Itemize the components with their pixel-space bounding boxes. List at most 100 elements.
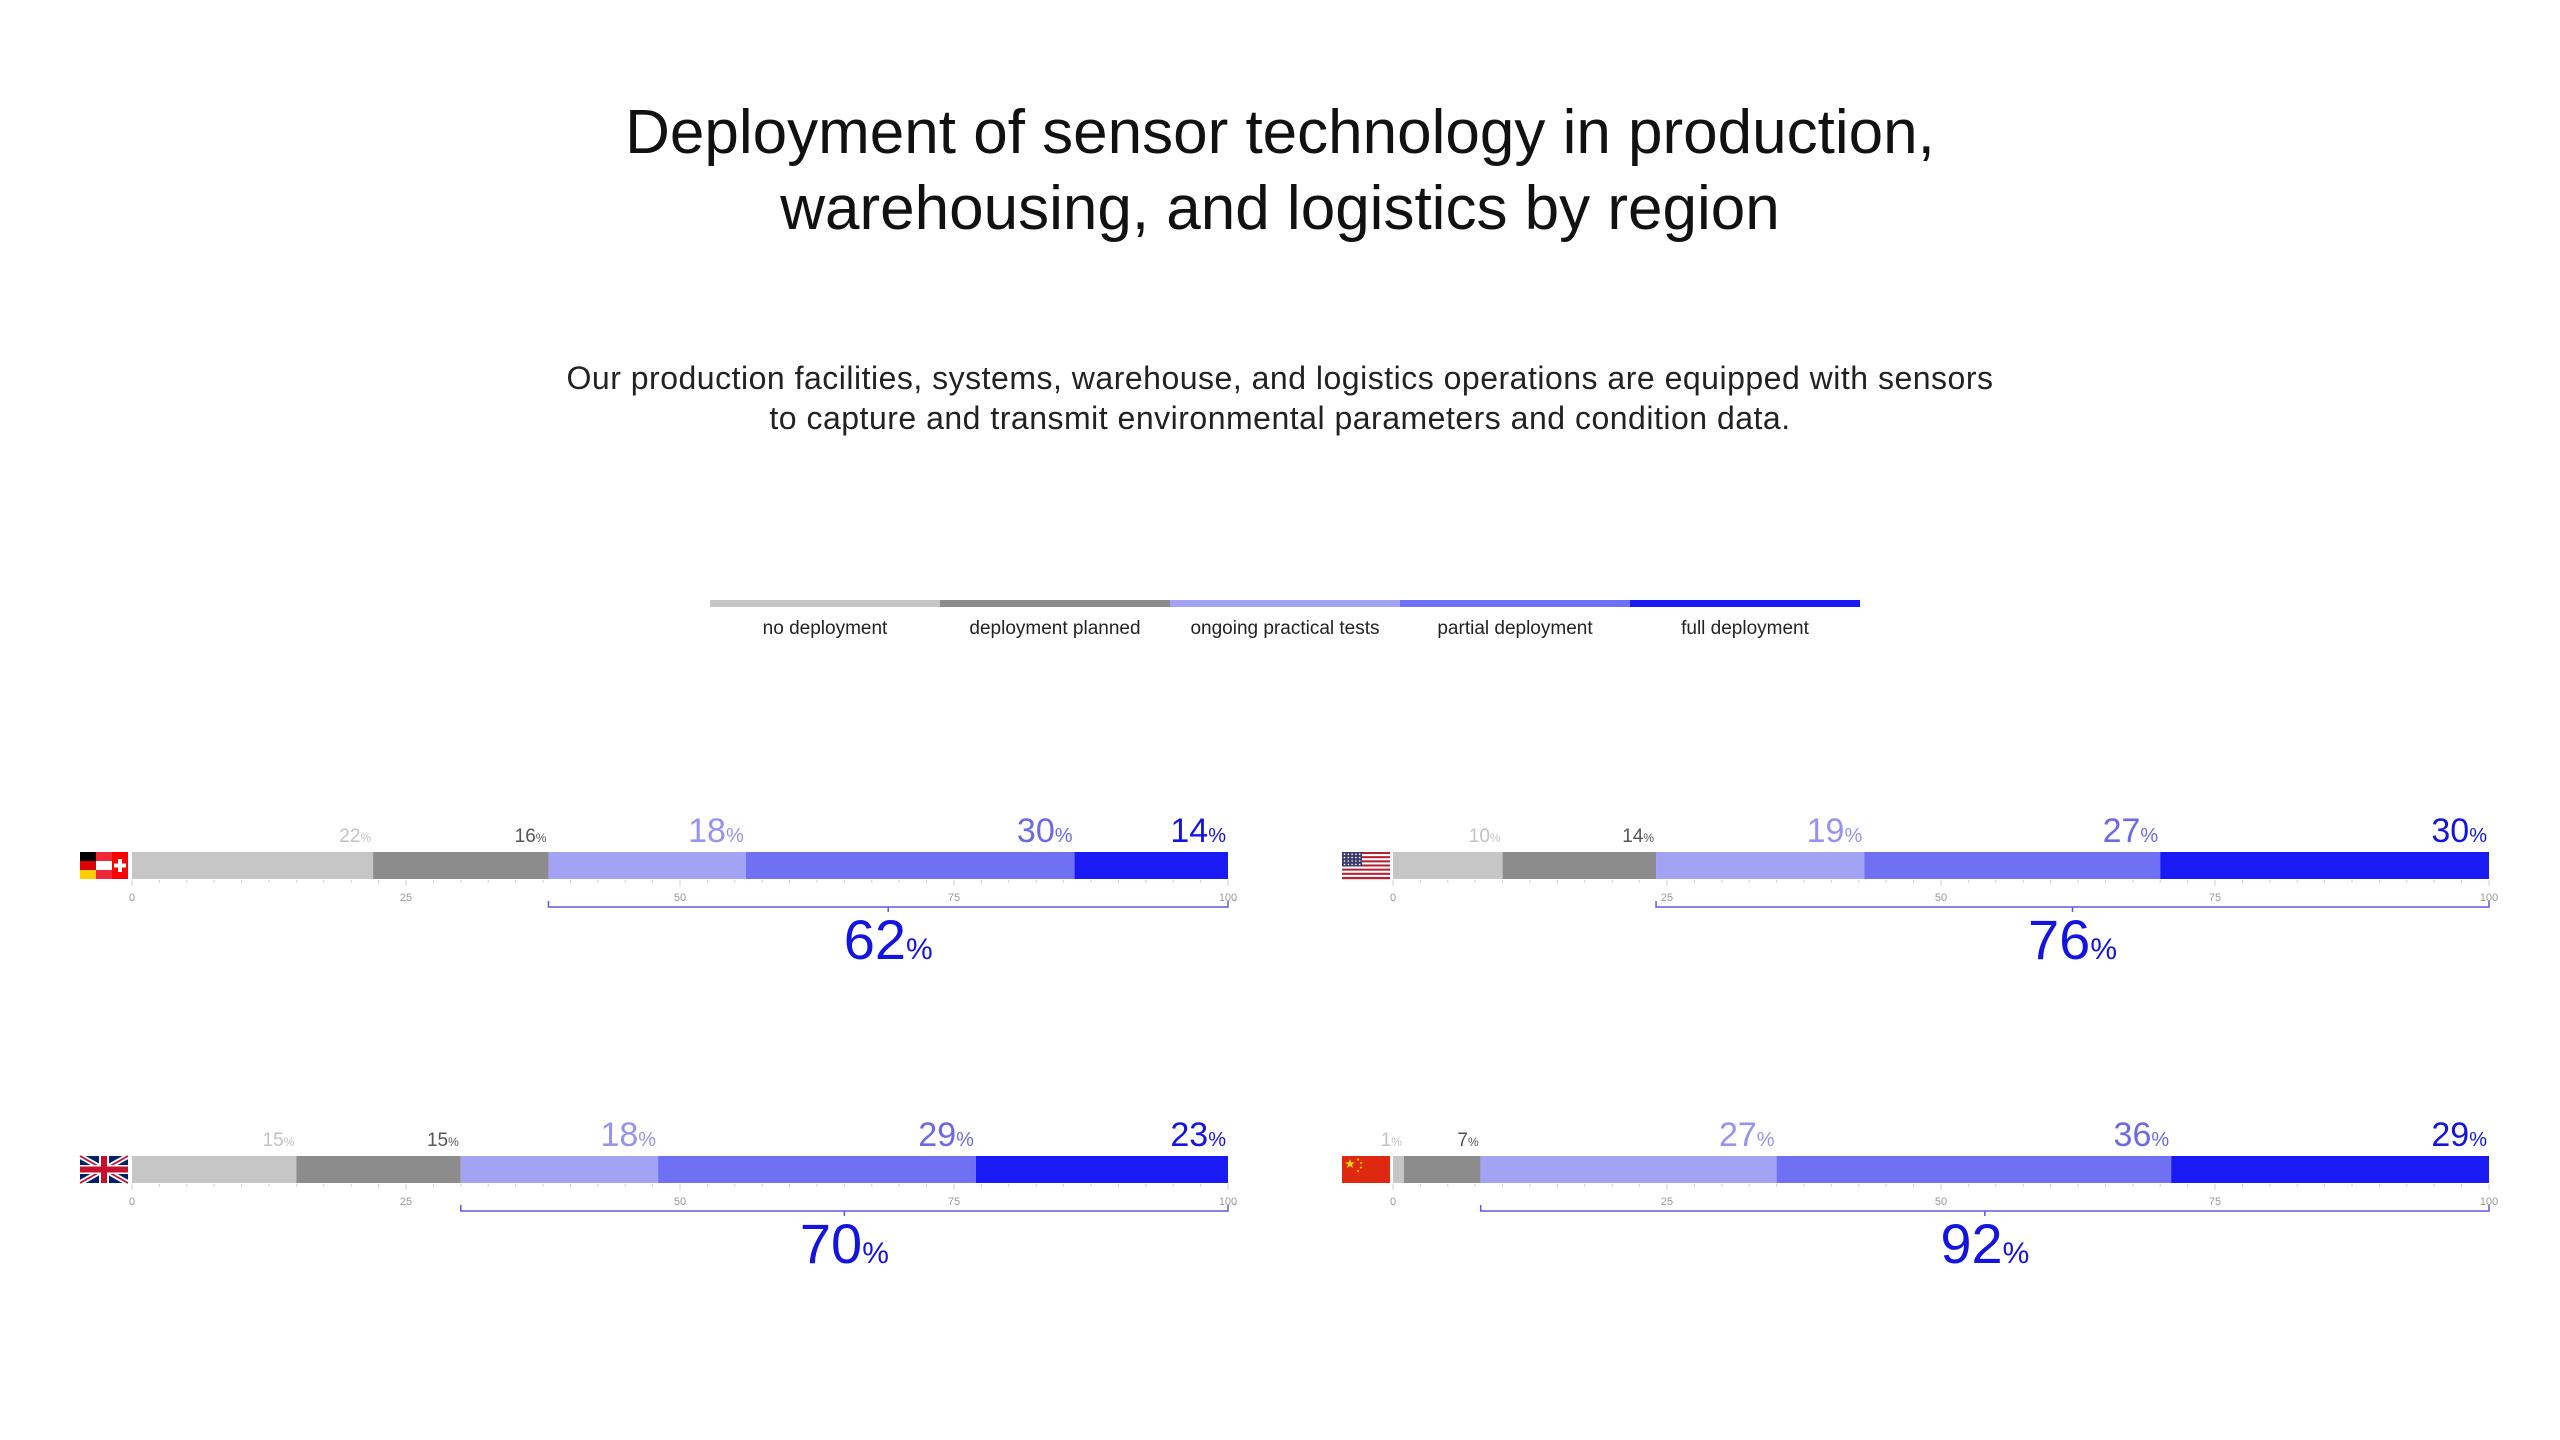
total-number: 62 — [844, 908, 906, 971]
flag-us-star — [1351, 856, 1353, 859]
flag-us-star — [1358, 863, 1361, 866]
value-number: 30 — [2431, 812, 2469, 850]
axis-tick-label: 100 — [1219, 892, 1237, 904]
chart-subtitle: Our production facilities, systems, ware… — [0, 358, 2560, 438]
value-label: 30% — [1017, 812, 1073, 850]
value-percent-sign: % — [1490, 831, 1501, 845]
flag-us-canton — [1342, 852, 1362, 867]
bar-segment-ongoing-practical-tests — [548, 852, 746, 879]
total-label: 62% — [844, 908, 933, 971]
bar-segment-ongoing-practical-tests — [1480, 1156, 1777, 1183]
chart-title-line-1: Deployment of sensor technology in produ… — [625, 98, 1935, 167]
legend-label: full deployment — [1681, 618, 1809, 639]
axis-tick-label: 0 — [1390, 892, 1396, 904]
bar-segment-no-deployment — [1393, 1156, 1404, 1183]
value-percent-sign: % — [1757, 1129, 1775, 1151]
flag-uk-cross-red — [80, 1166, 128, 1173]
axis-tick-label: 0 — [1390, 1196, 1396, 1208]
flag-us-star — [1347, 853, 1350, 855]
flag-us-stripe — [1342, 872, 1390, 876]
value-label: 15% — [427, 1130, 459, 1151]
legend-label: deployment planned — [969, 618, 1141, 639]
flag-ch-cross — [114, 863, 126, 868]
bar-segment-partial-deployment — [1864, 852, 2161, 879]
flag-us-stripe — [1342, 854, 1390, 857]
total-number: 70 — [800, 1212, 862, 1275]
value-number: 27 — [1719, 1116, 1757, 1154]
value-label: 27% — [2103, 812, 2159, 850]
bar-segment-partial-deployment — [658, 1156, 976, 1183]
flag-cn-field — [1342, 1156, 1390, 1183]
value-number: 10 — [1469, 826, 1490, 847]
total-label: 70% — [800, 1212, 889, 1275]
flag-us-star — [1347, 863, 1350, 866]
legend-item-ongoing-practical-tests: ongoing practical tests — [1170, 600, 1400, 650]
value-percent-sign: % — [448, 1135, 459, 1149]
value-number: 19 — [1807, 812, 1845, 850]
value-percent-sign: % — [284, 1135, 295, 1149]
axis-tick-label: 50 — [674, 1196, 686, 1208]
bar-segment-no-deployment — [1393, 852, 1503, 879]
bar-segment-no-deployment — [132, 1156, 297, 1183]
flag-us-star — [1358, 860, 1361, 862]
value-number: 7 — [1457, 1130, 1468, 1151]
value-label: 7% — [1457, 1130, 1479, 1151]
value-label: 30% — [2431, 812, 2487, 850]
value-number: 15 — [263, 1130, 284, 1151]
flag-us-stripe — [1342, 876, 1390, 880]
value-number: 36 — [2114, 1116, 2152, 1154]
flag-us-stripe — [1342, 862, 1390, 865]
chart-subtitle-line-2: to capture and transmit environmental pa… — [769, 400, 1791, 436]
flag-us-stripe — [1342, 858, 1390, 861]
flag-cn-star — [1359, 1165, 1363, 1169]
axis-tick-label: 50 — [1935, 892, 1947, 904]
value-number: 22 — [339, 826, 360, 847]
value-label: 18% — [600, 1116, 656, 1154]
total-percent-sign: % — [2003, 1237, 2030, 1270]
value-label: 15% — [263, 1130, 295, 1151]
legend-item-partial-deployment: partial deployment — [1400, 600, 1630, 650]
flag-us-star — [1358, 853, 1361, 855]
value-label: 1% — [1381, 1130, 1403, 1151]
bar-segment-full-deployment — [975, 1156, 1228, 1183]
value-percent-sign: % — [956, 1129, 974, 1151]
legend-item-full-deployment: full deployment — [1630, 600, 1860, 650]
value-percent-sign: % — [2469, 825, 2487, 847]
flag-cn-star — [1356, 1169, 1360, 1173]
value-number: 18 — [600, 1116, 638, 1154]
flag-at-stripe — [96, 852, 112, 861]
value-percent-sign: % — [360, 831, 371, 845]
total-number: 76 — [2028, 908, 2090, 971]
chart-title: Deployment of sensor technology in produ… — [0, 95, 2560, 247]
value-label: 18% — [688, 812, 744, 850]
value-percent-sign: % — [726, 825, 744, 847]
bar-segment-ongoing-practical-tests — [460, 1156, 659, 1183]
axis-tick-label: 25 — [1661, 1196, 1673, 1208]
flag-at-stripe — [96, 861, 112, 870]
value-number: 23 — [1170, 1116, 1208, 1154]
value-number: 14 — [1622, 826, 1644, 847]
axis-tick-label: 75 — [2209, 1196, 2221, 1208]
legend-swatch — [1400, 600, 1630, 607]
value-number: 30 — [1017, 812, 1055, 850]
bar-segment-ongoing-practical-tests — [1656, 852, 1865, 879]
bar-segment-deployment-planned — [1502, 852, 1657, 879]
legend-label: no deployment — [762, 618, 888, 639]
total-percent-sign: % — [2090, 933, 2117, 966]
flag-us-stripe — [1342, 864, 1390, 867]
value-percent-sign: % — [1844, 825, 1862, 847]
value-percent-sign: % — [1643, 831, 1654, 845]
flag-cn-star — [1356, 1157, 1360, 1161]
flag-us-star — [1347, 860, 1350, 862]
value-number: 16 — [515, 826, 536, 847]
bar-segment-deployment-planned — [1403, 1156, 1481, 1183]
flag-us-star — [1343, 853, 1346, 855]
value-label: 14% — [1622, 826, 1654, 847]
flag-us-star — [1343, 856, 1346, 859]
legend-label: partial deployment — [1437, 618, 1593, 639]
axis-tick-label: 100 — [2480, 892, 2498, 904]
axis-tick-label: 100 — [2480, 1196, 2498, 1208]
